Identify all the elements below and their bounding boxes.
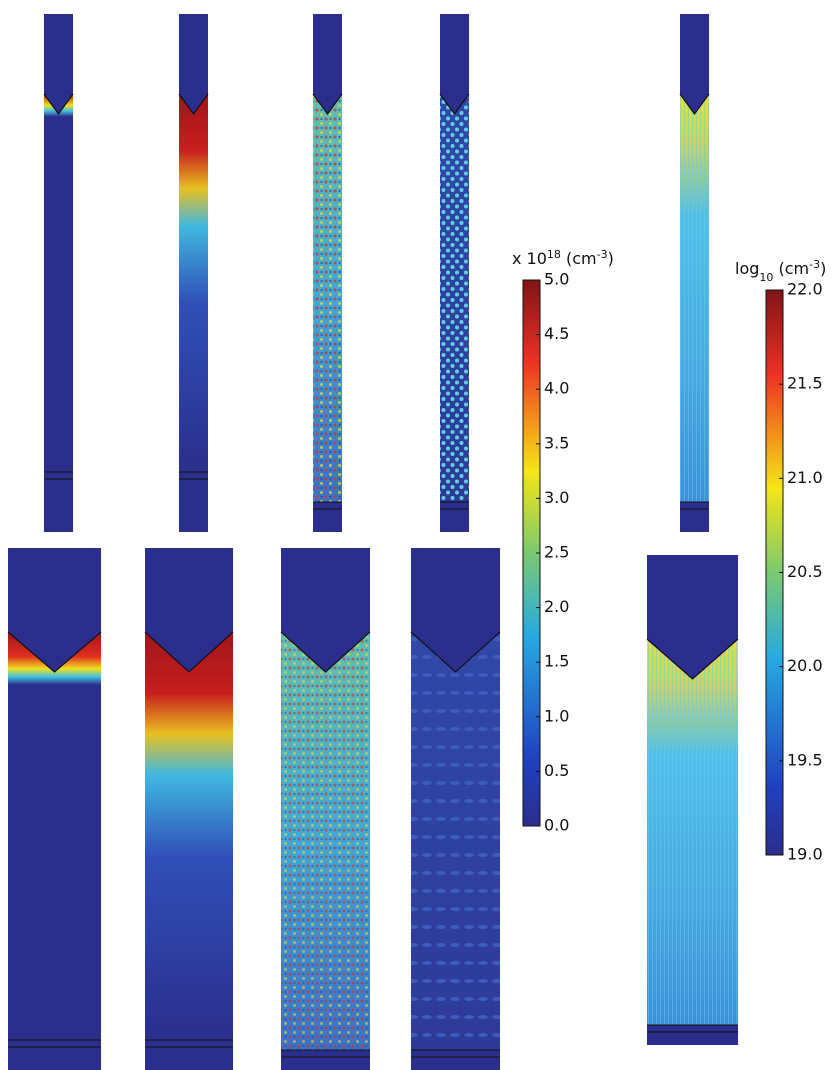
title-part: -3 [597,248,608,261]
bottom-strip [680,502,709,532]
tick-label: 3.0 [544,488,569,507]
title-part: 18 [547,248,561,261]
tick-label: 1.0 [544,706,569,725]
panel [313,14,342,532]
panel [145,548,233,1070]
title-part: (cm [773,259,809,278]
title-part: (cm [561,249,597,268]
field [145,632,233,1040]
bottom-strip [145,1040,233,1070]
field [8,632,101,1040]
panel [680,14,709,532]
tick-label: 20.5 [787,562,823,581]
tick-label: 4.0 [544,379,569,398]
title-part: ) [608,249,614,268]
panel [8,548,101,1070]
tick-label: 19.5 [787,750,823,769]
tick-label: 2.0 [544,597,569,616]
bottom-strip [281,1050,370,1070]
simulation-panels [8,14,738,1070]
tick-label: 20.0 [787,656,823,675]
field [179,94,208,472]
panel [647,555,738,1045]
bottom-strip [179,472,208,532]
tick-label: 5.0 [544,270,569,289]
title-part: -3 [809,258,820,271]
bottom-strip [647,1025,738,1045]
field [647,639,738,1025]
field [44,94,73,472]
title-part: ) [820,259,826,278]
panel [440,14,469,532]
tick-label: 21.0 [787,468,823,487]
bottom-strip [313,502,342,532]
figure: x 1018 (cm-3)0.00.51.01.52.02.53.03.54.0… [0,0,836,1070]
panel [44,14,73,532]
bottom-strip [440,502,469,532]
tick-label: 19.0 [787,845,823,864]
tick-label: 4.5 [544,324,569,343]
tick-label: 0.5 [544,761,569,780]
colorbar-title: x 1018 (cm-3) [512,248,614,269]
title-part: x 10 [512,249,547,268]
tick-label: 21.5 [787,374,823,393]
field [313,94,342,502]
tick-label: 2.5 [544,543,569,562]
field [440,94,469,502]
title-part: log [735,259,759,278]
tick-label: 0.0 [544,816,569,835]
panel [281,548,370,1070]
bottom-strip [44,472,73,532]
bottom-strip [8,1040,101,1070]
field [680,94,709,502]
tick-label: 3.5 [544,433,569,452]
field [281,632,370,1050]
bottom-strip [411,1050,500,1070]
panel [179,14,208,532]
title-part: 10 [759,271,773,284]
panel [411,548,500,1070]
tick-label: 22.0 [787,280,823,299]
tick-label: 1.5 [544,652,569,671]
field [411,632,500,1050]
